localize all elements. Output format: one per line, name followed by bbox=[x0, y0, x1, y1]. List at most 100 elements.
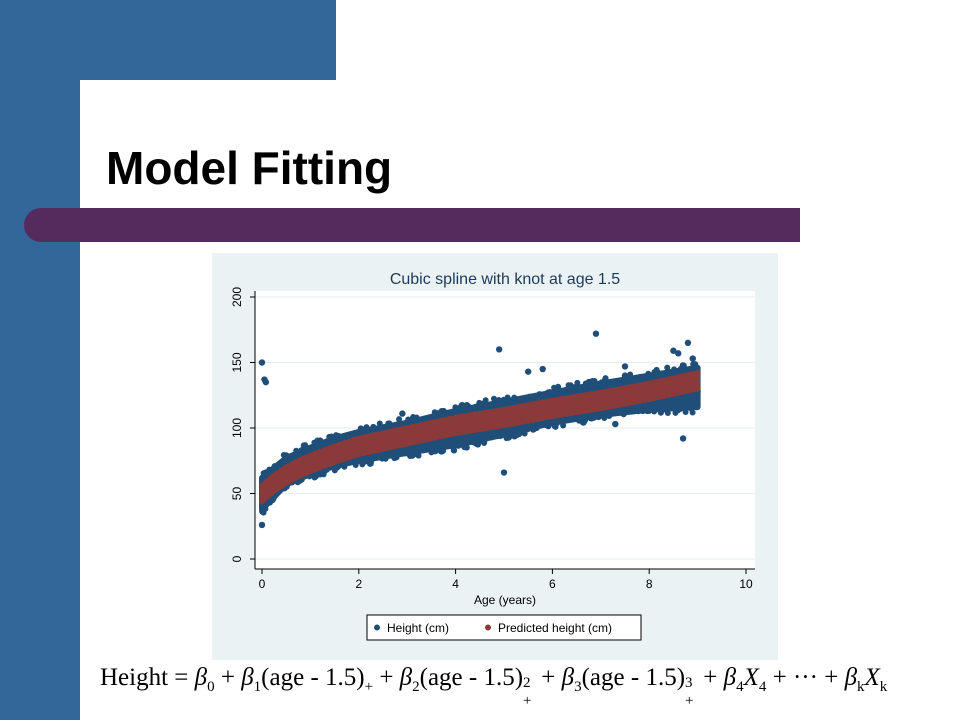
predicted-point bbox=[505, 405, 512, 412]
legend-label-height: Height (cm) bbox=[387, 621, 449, 635]
predicted-point bbox=[626, 384, 633, 391]
predicted-point bbox=[394, 427, 401, 434]
legend-marker-height bbox=[374, 624, 380, 631]
predicted-point bbox=[452, 430, 459, 437]
predicted-point bbox=[283, 464, 290, 471]
predicted-point bbox=[680, 373, 687, 380]
predicted-point bbox=[462, 412, 469, 419]
height-point bbox=[607, 411, 614, 418]
predicted-point bbox=[317, 448, 324, 455]
predicted-point bbox=[646, 396, 653, 403]
height-point bbox=[651, 408, 658, 415]
outlier-point bbox=[689, 355, 696, 362]
outlier-point bbox=[399, 410, 406, 417]
predicted-point bbox=[457, 429, 464, 436]
outlier-point bbox=[670, 347, 677, 354]
predicted-point bbox=[380, 445, 386, 452]
predicted-point bbox=[302, 454, 309, 461]
plus: + bbox=[220, 664, 235, 691]
predicted-point bbox=[447, 415, 454, 422]
predicted-point bbox=[622, 385, 628, 392]
height-point bbox=[370, 425, 377, 432]
predicted-point bbox=[259, 498, 265, 505]
predicted-point bbox=[573, 409, 580, 416]
predicted-point bbox=[496, 407, 503, 414]
subscript: 1 bbox=[253, 679, 262, 695]
height-point bbox=[526, 393, 533, 400]
predicted-point bbox=[563, 410, 570, 417]
height-point bbox=[450, 447, 457, 454]
predicted-point bbox=[409, 423, 416, 430]
height-point bbox=[586, 378, 593, 385]
ellipsis-plus: + ··· + bbox=[772, 664, 839, 691]
predicted-point bbox=[617, 385, 624, 392]
height-point bbox=[692, 361, 699, 368]
height-point bbox=[411, 450, 418, 457]
predicted-point bbox=[510, 420, 517, 427]
predicted-point bbox=[597, 405, 604, 412]
predicted-point bbox=[273, 470, 280, 477]
predicted-point bbox=[525, 417, 532, 424]
predicted-point bbox=[268, 474, 275, 481]
height-point bbox=[511, 394, 518, 401]
outlier-point bbox=[258, 521, 266, 529]
outlier-point bbox=[283, 452, 290, 459]
height-point bbox=[544, 389, 551, 396]
outlier-point bbox=[679, 435, 687, 442]
predicted-point bbox=[336, 457, 343, 464]
left-sidebar-bar bbox=[0, 0, 80, 720]
height-point bbox=[574, 415, 581, 422]
predicted-point bbox=[481, 425, 488, 432]
height-point bbox=[440, 407, 447, 414]
predicted-point bbox=[520, 418, 527, 425]
height-point bbox=[582, 417, 589, 424]
beta-symbol: β bbox=[723, 664, 737, 691]
predicted-point bbox=[539, 399, 546, 406]
spline-term: (age - 1.5) bbox=[261, 664, 365, 691]
predicted-point bbox=[612, 386, 619, 393]
height-point bbox=[627, 371, 634, 378]
predicted-point bbox=[268, 489, 275, 496]
predicted-point bbox=[665, 391, 672, 398]
height-point bbox=[382, 455, 389, 462]
height-point bbox=[432, 448, 439, 455]
predicted-point bbox=[549, 413, 556, 420]
height-point bbox=[488, 434, 495, 441]
predicted-point bbox=[433, 418, 440, 425]
predicted-point bbox=[684, 372, 691, 379]
predicted-point bbox=[694, 369, 701, 376]
height-point bbox=[536, 391, 543, 398]
predicted-point bbox=[404, 440, 411, 447]
predicted-point bbox=[481, 409, 488, 416]
predicted-point bbox=[307, 468, 314, 475]
predicted-point bbox=[534, 415, 541, 422]
height-point bbox=[481, 440, 488, 447]
height-point bbox=[439, 448, 446, 455]
predicted-point bbox=[355, 451, 362, 458]
height-point bbox=[689, 409, 696, 416]
predicted-point bbox=[655, 378, 662, 385]
predicted-point bbox=[297, 456, 304, 463]
plus: + bbox=[703, 664, 718, 691]
height-point bbox=[620, 411, 627, 418]
height-point bbox=[497, 433, 504, 440]
outlier-point bbox=[675, 350, 682, 357]
height-point bbox=[271, 463, 278, 470]
predicted-point bbox=[307, 452, 314, 459]
predicted-point bbox=[370, 432, 377, 439]
outlier-point bbox=[500, 469, 508, 476]
outlier-point bbox=[525, 368, 532, 375]
predicted-point bbox=[622, 400, 628, 407]
height-point bbox=[645, 407, 652, 414]
height-point bbox=[530, 426, 537, 433]
height-point bbox=[317, 437, 324, 444]
predicted-point bbox=[380, 430, 386, 437]
predicted-point bbox=[689, 371, 696, 378]
subscript: 3 bbox=[574, 679, 582, 695]
predicted-point bbox=[520, 402, 527, 409]
height-point bbox=[396, 416, 403, 423]
predicted-point bbox=[665, 376, 672, 383]
predicted-point bbox=[655, 394, 662, 401]
predicted-point bbox=[631, 398, 638, 405]
